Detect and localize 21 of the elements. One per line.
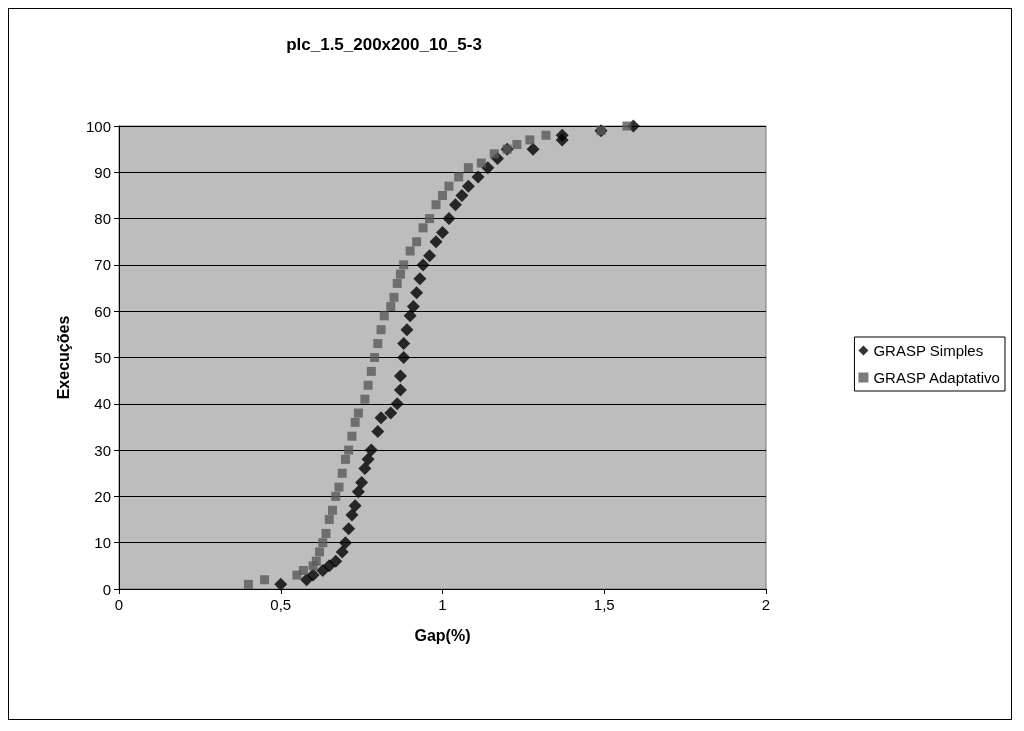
x-tick-label: 0,5 — [270, 596, 292, 613]
x-tick-label: 1,5 — [593, 596, 615, 613]
x-tick-label: 2 — [761, 596, 771, 613]
x-tick-label: 1 — [438, 596, 447, 613]
y-tick-label: 80 — [94, 210, 111, 228]
y-tick-label: 20 — [94, 487, 111, 505]
y-tick-label: 30 — [94, 441, 111, 459]
y-tick-label: 90 — [94, 163, 111, 181]
x-axis-title: Gap(%) — [414, 626, 471, 644]
y-tick-label: 100 — [85, 117, 111, 135]
y-tick-label: 0 — [102, 580, 111, 598]
y-axis-title: Execuções — [54, 315, 72, 400]
chart-title: plc_1.5_200x200_10_5-3 — [286, 35, 482, 54]
y-tick-label: 70 — [94, 256, 111, 274]
legend-label: GRASP Adaptativo — [873, 369, 1000, 386]
y-tick-label: 10 — [94, 534, 111, 552]
y-tick-label: 60 — [94, 302, 111, 320]
y-tick-label: 50 — [94, 349, 111, 366]
legend-label: GRASP Simples — [873, 342, 984, 359]
y-tick-label: 40 — [94, 395, 111, 413]
x-tick-label: 0 — [114, 596, 124, 613]
